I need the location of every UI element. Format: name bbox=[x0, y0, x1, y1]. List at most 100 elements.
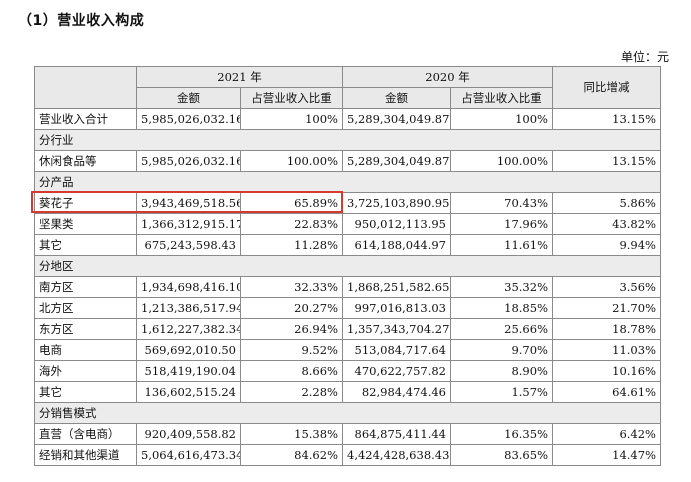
row-label: 其它 bbox=[34, 234, 137, 256]
ratio-2020-cell: 9.70% bbox=[450, 339, 553, 361]
yoy-cell: 9.94% bbox=[552, 234, 661, 256]
amount-2021-cell: 5,064,616,473.34 bbox=[136, 444, 241, 466]
amount-2021-cell: 1,934,698,416.10 bbox=[136, 276, 241, 298]
row-label: 其它 bbox=[34, 381, 137, 403]
yoy-cell: 21.70% bbox=[552, 297, 661, 319]
amount-2020-cell: 997,016,813.03 bbox=[342, 297, 451, 319]
header-2021: 2021 年 bbox=[136, 66, 343, 88]
amount-2021-cell: 1,213,386,517.94 bbox=[136, 297, 241, 319]
amount-2020-cell: 1,357,343,704.27 bbox=[342, 318, 451, 340]
unit-label: 单位：元 bbox=[620, 50, 669, 64]
amount-2021-cell: 1,612,227,382.34 bbox=[136, 318, 241, 340]
section-row: 分产品 bbox=[34, 171, 661, 193]
ratio-2020-cell: 70.43% bbox=[450, 192, 553, 214]
table-row: 直营（含电商） 920,409,558.82 15.38% 864,875,411.4… bbox=[34, 423, 661, 445]
yoy-cell: 13.15% bbox=[552, 150, 661, 172]
ratio-2021-cell: 32.33% bbox=[240, 276, 343, 298]
header-amount-2021: 金额 bbox=[136, 87, 241, 109]
ratio-2020-cell: 8.90% bbox=[450, 360, 553, 382]
amount-2020-cell: 614,188,044.97 bbox=[342, 234, 451, 256]
table-row: 南方区 1,934,698,416.10 32.33% 1,868,251,582.6… bbox=[34, 276, 661, 298]
table-row: 北方区 1,213,386,517.94 20.27% 997,016,813.03 1… bbox=[34, 297, 661, 319]
row-label: 东方区 bbox=[34, 318, 137, 340]
yoy-cell: 13.15% bbox=[552, 108, 661, 130]
ratio-2020-cell: 16.35% bbox=[450, 423, 553, 445]
amount-2020-cell: 950,012,113.95 bbox=[342, 213, 451, 235]
ratio-2021-cell: 26.94% bbox=[240, 318, 343, 340]
table-row: 其它 136,602,515.24 2.28% 82,984,474.46 1.57% 6… bbox=[34, 381, 661, 403]
table-row: 其它 675,243,598.43 11.28% 614,188,044.97 11.6… bbox=[34, 234, 661, 256]
header-2020: 2020 年 bbox=[342, 66, 553, 88]
amount-2021-cell: 569,692,010.50 bbox=[136, 339, 241, 361]
amount-2021-cell: 675,243,598.43 bbox=[136, 234, 241, 256]
ratio-2021-cell: 8.66% bbox=[240, 360, 343, 382]
section-row: 分行业 bbox=[34, 129, 661, 151]
ratio-2021-cell: 11.28% bbox=[240, 234, 343, 256]
yoy-cell: 6.42% bbox=[552, 423, 661, 445]
row-label: 葵花子 bbox=[34, 192, 137, 214]
amount-2021-cell: 5,985,026,032.16 bbox=[136, 150, 241, 172]
amount-2020-cell: 4,424,428,638.43 bbox=[342, 444, 451, 466]
ratio-2021-cell: 20.27% bbox=[240, 297, 343, 319]
yoy-cell: 64.61% bbox=[552, 381, 661, 403]
section-label: 分销售模式 bbox=[34, 402, 661, 424]
row-label: 直营（含电商） bbox=[34, 423, 137, 445]
table-body: 营业收入合计 5,985,026,032.16 100% 5,289,304,049.… bbox=[34, 108, 661, 466]
table-row: 营业收入合计 5,985,026,032.16 100% 5,289,304,049.… bbox=[34, 108, 661, 130]
ratio-2020-cell: 100.00% bbox=[450, 150, 553, 172]
ratio-2021-cell: 100.00% bbox=[240, 150, 343, 172]
ratio-2020-cell: 17.96% bbox=[450, 213, 553, 235]
amount-2020-cell: 513,084,717.64 bbox=[342, 339, 451, 361]
table-row: 坚果类 1,366,312,915.17 22.83% 950,012,113.95 1… bbox=[34, 213, 661, 235]
revenue-composition-table: 2021 年 2020 年 同比增减 金额 占营业收入比重 金额 占营业收入比重… bbox=[34, 66, 661, 466]
header-ratio-2021: 占营业收入比重 bbox=[240, 87, 343, 109]
yoy-cell: 3.56% bbox=[552, 276, 661, 298]
ratio-2020-cell: 35.32% bbox=[450, 276, 553, 298]
amount-2021-cell: 3,943,469,518.56 bbox=[136, 192, 241, 214]
table-row: 东方区 1,612,227,382.34 26.94% 1,357,343,704.2… bbox=[34, 318, 661, 340]
row-label: 电商 bbox=[34, 339, 137, 361]
ratio-2021-cell: 15.38% bbox=[240, 423, 343, 445]
ratio-2020-cell: 1.57% bbox=[450, 381, 553, 403]
ratio-2020-cell: 83.65% bbox=[450, 444, 553, 466]
header-ratio-2020: 占营业收入比重 bbox=[450, 87, 553, 109]
header-yoy: 同比增减 bbox=[552, 66, 661, 109]
ratio-2021-cell: 65.89% bbox=[240, 192, 343, 214]
ratio-2020-cell: 18.85% bbox=[450, 297, 553, 319]
row-label: 休闲食品等 bbox=[34, 150, 137, 172]
yoy-cell: 5.86% bbox=[552, 192, 661, 214]
row-label: 营业收入合计 bbox=[34, 108, 137, 130]
ratio-2021-cell: 9.52% bbox=[240, 339, 343, 361]
section-label: 分地区 bbox=[34, 255, 661, 277]
ratio-2021-cell: 2.28% bbox=[240, 381, 343, 403]
table-row-highlighted: 葵花子 3,943,469,518.56 65.89% 3,725,103,890.9… bbox=[34, 192, 661, 214]
amount-2020-cell: 82,984,474.46 bbox=[342, 381, 451, 403]
row-label: 北方区 bbox=[34, 297, 137, 319]
amount-2021-cell: 5,985,026,032.16 bbox=[136, 108, 241, 130]
amount-2020-cell: 470,622,757.82 bbox=[342, 360, 451, 382]
amount-2021-cell: 518,419,190.04 bbox=[136, 360, 241, 382]
row-label: 海外 bbox=[34, 360, 137, 382]
row-label: 南方区 bbox=[34, 276, 137, 298]
ratio-2021-cell: 84.62% bbox=[240, 444, 343, 466]
header-amount-2020: 金额 bbox=[342, 87, 451, 109]
yoy-cell: 10.16% bbox=[552, 360, 661, 382]
amount-2021-cell: 920,409,558.82 bbox=[136, 423, 241, 445]
ratio-2021-cell: 100% bbox=[240, 108, 343, 130]
amount-2020-cell: 3,725,103,890.95 bbox=[342, 192, 451, 214]
yoy-cell: 18.78% bbox=[552, 318, 661, 340]
section-label: 分产品 bbox=[34, 171, 661, 193]
amount-2020-cell: 864,875,411.44 bbox=[342, 423, 451, 445]
yoy-cell: 43.82% bbox=[552, 213, 661, 235]
table-row: 休闲食品等 5,985,026,032.16 100.00% 5,289,304,04… bbox=[34, 150, 661, 172]
table-row: 海外 518,419,190.04 8.66% 470,622,757.82 8.90%… bbox=[34, 360, 661, 382]
section-title: （1）营业收入构成 bbox=[18, 13, 145, 29]
ratio-2020-cell: 25.66% bbox=[450, 318, 553, 340]
row-label: 坚果类 bbox=[34, 213, 137, 235]
amount-2021-cell: 136,602,515.24 bbox=[136, 381, 241, 403]
ratio-2021-cell: 22.83% bbox=[240, 213, 343, 235]
yoy-cell: 11.03% bbox=[552, 339, 661, 361]
ratio-2020-cell: 100% bbox=[450, 108, 553, 130]
amount-2021-cell: 1,366,312,915.17 bbox=[136, 213, 241, 235]
table-row: 经销和其他渠道 5,064,616,473.34 84.62% 4,424,428,6… bbox=[34, 444, 661, 466]
